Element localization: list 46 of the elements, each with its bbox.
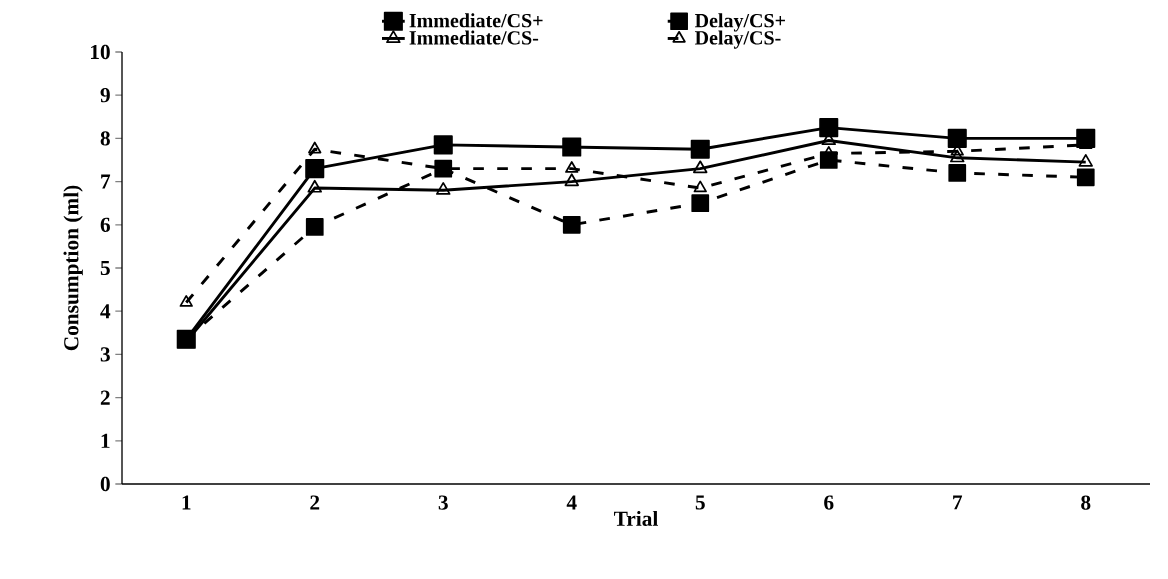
- point: [307, 179, 322, 193]
- y-tick-label: 1: [101, 433, 110, 448]
- x-tick-label: 1: [182, 495, 191, 510]
- point: [562, 137, 582, 157]
- y-tick-label: 2: [100, 390, 110, 405]
- point: [436, 182, 451, 195]
- point: [693, 180, 707, 193]
- point: [1076, 168, 1095, 187]
- x-tick-label: 8: [1081, 495, 1091, 510]
- x-tick-label: 5: [695, 495, 705, 510]
- legend-label: Delay/CS+: [694, 13, 785, 32]
- point: [562, 215, 581, 234]
- point: [819, 118, 839, 138]
- y-tick-label: 5: [100, 260, 110, 276]
- y-tick-label: 0: [100, 476, 110, 492]
- point: [305, 159, 325, 179]
- point: [565, 161, 579, 173]
- point: [950, 149, 965, 163]
- y-tick-label: 8: [100, 131, 110, 146]
- point: [564, 173, 579, 187]
- point: [308, 141, 322, 154]
- point: [305, 218, 324, 236]
- point: [691, 194, 710, 213]
- point: [693, 160, 708, 174]
- y-tick-label: 10: [91, 44, 110, 60]
- y-tick-label: 4: [100, 304, 111, 319]
- legend-label: Immediate/CS+: [409, 13, 543, 28]
- x-tick-label: 7: [953, 495, 963, 510]
- x-tick-label: 4: [566, 495, 577, 510]
- legend-label: Delay/CS-: [694, 30, 781, 49]
- point: [179, 295, 193, 307]
- y-tick-label: 9: [100, 88, 110, 103]
- point: [947, 128, 967, 148]
- point: [690, 139, 710, 159]
- x-tick-label: 6: [824, 495, 834, 510]
- point: [433, 135, 453, 155]
- point: [948, 164, 967, 182]
- y-tick-label: 3: [100, 347, 110, 362]
- legend-label: Immediate/CS-: [409, 30, 539, 45]
- x-tick-label: 3: [438, 495, 448, 510]
- y-tick-label: 7: [101, 174, 111, 189]
- y-tick-label: 6: [100, 217, 110, 232]
- y-axis-title: Consumption (ml): [63, 185, 83, 351]
- point: [1078, 153, 1093, 167]
- x-tick-label: 2: [310, 495, 320, 510]
- x-axis-title: Trial: [614, 510, 658, 526]
